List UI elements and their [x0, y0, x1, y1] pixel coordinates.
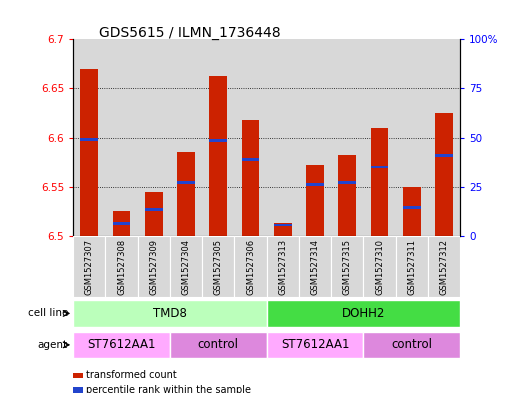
Bar [106, 236, 138, 297]
Bar [113, 211, 130, 236]
Bar [363, 39, 396, 236]
Bar [242, 120, 259, 236]
Bar [396, 236, 428, 297]
Bar [242, 158, 259, 161]
Text: ST7612AA1: ST7612AA1 [87, 338, 156, 351]
Bar [403, 206, 420, 209]
Bar [170, 39, 202, 236]
Text: GSM1527306: GSM1527306 [246, 239, 255, 295]
Text: GSM1527305: GSM1527305 [214, 239, 223, 295]
Text: agent: agent [38, 340, 68, 350]
Bar [81, 69, 98, 236]
Text: control: control [391, 338, 433, 351]
Text: percentile rank within the sample: percentile rank within the sample [86, 385, 251, 393]
Bar [338, 181, 356, 184]
Bar [267, 300, 460, 327]
Bar [338, 155, 356, 236]
Bar [267, 236, 299, 297]
Text: ST7612AA1: ST7612AA1 [281, 338, 349, 351]
Bar [177, 181, 195, 184]
Text: cell line: cell line [28, 309, 68, 318]
Bar [363, 332, 460, 358]
Text: GSM1527310: GSM1527310 [375, 239, 384, 295]
Bar [428, 39, 460, 236]
Bar [403, 187, 420, 236]
Bar [299, 39, 331, 236]
Bar [210, 139, 227, 142]
Bar [363, 236, 396, 297]
Bar [234, 236, 267, 297]
Text: GSM1527311: GSM1527311 [407, 239, 416, 295]
Bar [177, 152, 195, 236]
Bar [331, 236, 363, 297]
Text: DOHH2: DOHH2 [342, 307, 385, 320]
Bar [138, 39, 170, 236]
Bar [331, 39, 363, 236]
Bar [73, 39, 106, 236]
Text: GDS5615 / ILMN_1736448: GDS5615 / ILMN_1736448 [99, 26, 281, 40]
Text: GSM1527314: GSM1527314 [311, 239, 320, 295]
Text: GSM1527307: GSM1527307 [85, 239, 94, 295]
Bar [202, 39, 234, 236]
Bar [113, 222, 130, 224]
Bar [81, 138, 98, 141]
Bar [202, 236, 234, 297]
Bar [396, 39, 428, 236]
Bar [435, 113, 453, 236]
Bar [170, 236, 202, 297]
Bar [73, 300, 267, 327]
Bar [435, 154, 453, 157]
Text: GSM1527304: GSM1527304 [181, 239, 190, 295]
Bar [299, 236, 331, 297]
Bar [73, 236, 106, 297]
Bar [106, 39, 138, 236]
Bar [210, 76, 227, 236]
Bar [274, 223, 292, 236]
Bar [306, 165, 324, 236]
Text: control: control [198, 338, 239, 351]
Text: GSM1527308: GSM1527308 [117, 239, 126, 295]
Text: GSM1527313: GSM1527313 [278, 239, 287, 295]
Bar [274, 224, 292, 226]
Bar [145, 192, 163, 236]
Bar [306, 183, 324, 186]
Bar [267, 332, 363, 358]
Bar [234, 39, 267, 236]
Text: GSM1527309: GSM1527309 [150, 239, 158, 295]
Text: GSM1527315: GSM1527315 [343, 239, 352, 295]
Bar [145, 208, 163, 211]
Bar [371, 128, 389, 236]
Bar [371, 165, 389, 169]
Bar [267, 39, 299, 236]
Text: GSM1527312: GSM1527312 [440, 239, 449, 295]
Bar [428, 236, 460, 297]
Bar [170, 332, 267, 358]
Text: transformed count: transformed count [86, 370, 177, 380]
Text: TMD8: TMD8 [153, 307, 187, 320]
Bar [73, 332, 170, 358]
Bar [138, 236, 170, 297]
